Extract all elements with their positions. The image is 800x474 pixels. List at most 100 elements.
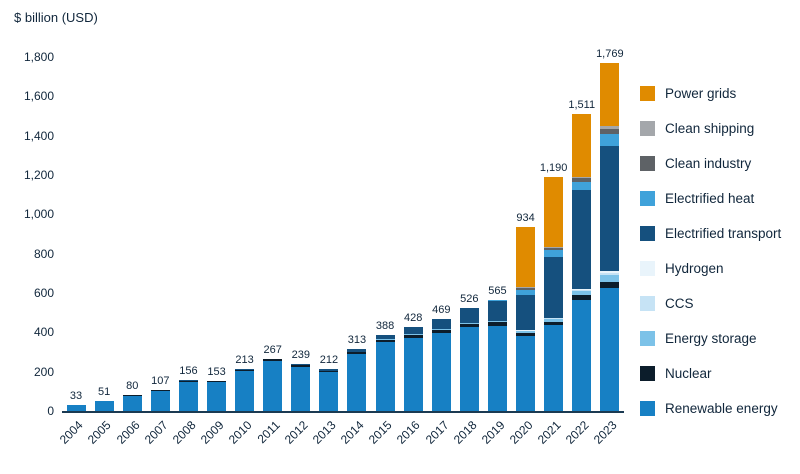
x-tick-label: 2011	[254, 418, 283, 447]
x-tick-label: 2004	[57, 418, 86, 447]
y-tick-label: 200	[33, 364, 54, 379]
bar-segment-energy-storage	[459, 323, 479, 325]
bar-column-2015: 388 2015	[366, 57, 399, 447]
bar-segment-nuclear	[403, 334, 423, 338]
bar-stack	[235, 369, 255, 411]
plot-area: 33 2004 51 2005 80 2006 107 2007 156 2008 153 2009 2…	[57, 48, 624, 447]
y-tick-label: 600	[33, 286, 54, 300]
legend-item-nuclear: Nuclear	[640, 366, 781, 381]
legend-swatch-renewable-energy	[640, 401, 655, 416]
legend: Power grids Clean shipping Clean industry E…	[640, 86, 781, 416]
y-tick-label: 1,200	[23, 168, 54, 182]
bar-segment-electrified-transport	[235, 369, 255, 370]
bar-segment-renewable-energy	[122, 395, 142, 411]
bar-segment-renewable-energy	[572, 299, 592, 411]
bar-segment-renewable-energy	[459, 327, 479, 411]
legend-label: Electrified transport	[665, 226, 782, 241]
bar-total-label: 428	[403, 311, 423, 324]
bar-total-label: 156	[179, 365, 198, 378]
legend-item-electrified-transport: Electrified transport	[640, 226, 781, 241]
bar-segment-nuclear	[459, 324, 479, 328]
bar-stack	[122, 395, 142, 411]
bar-segment-nuclear	[150, 390, 170, 391]
bar-stack	[207, 380, 227, 411]
bar-segment-ccs	[516, 330, 536, 332]
bar-segment-electrified-heat	[459, 307, 479, 309]
x-tick-label: 2012	[281, 418, 311, 447]
bar-column-2016: 428 2016	[394, 57, 427, 447]
legend-item-electrified-heat: Electrified heat	[640, 191, 781, 206]
bar-segment-clean-industry	[600, 128, 620, 134]
legend-label: Nuclear	[665, 366, 712, 381]
bar-stack	[431, 318, 451, 411]
bar-column-2023: 1,769 2023	[591, 48, 624, 447]
bar-segment-power-grids	[572, 113, 592, 178]
legend-item-hydrogen: Hydrogen	[640, 261, 781, 276]
bar-total-label: 934	[516, 212, 535, 225]
bar-segment-clean-industry	[516, 287, 536, 290]
bar-column-2008: 156 2008	[170, 57, 202, 446]
bar-segment-electrified-transport	[291, 364, 311, 365]
bar-total-label: 51	[98, 385, 111, 398]
bar-segment-renewable-energy	[319, 372, 339, 411]
bar-segment-renewable-energy	[291, 366, 311, 411]
bar-segment-electrified-transport	[544, 256, 564, 318]
bar-segment-electrified-transport	[263, 358, 283, 360]
bar-total-label: 153	[207, 365, 226, 378]
bar-total-label: 1,769	[596, 48, 624, 61]
bar-column-2014: 313 2014	[338, 57, 371, 446]
bar-segment-nuclear	[319, 370, 339, 373]
legend-item-clean-industry: Clean industry	[640, 156, 781, 171]
bar-segment-power-grids	[600, 63, 620, 127]
bar-segment-clean-industry	[572, 178, 592, 182]
bar-segment-nuclear	[516, 332, 536, 337]
y-tick-label: 0	[47, 404, 54, 418]
bar-segment-ccs	[600, 272, 620, 275]
bar-total-label: 388	[375, 319, 395, 332]
bar-segment-energy-storage	[572, 291, 592, 296]
bar-total-label: 526	[460, 292, 479, 305]
bar-column-2020: 934 2020	[507, 57, 540, 446]
x-tick-label: 2017	[422, 418, 452, 447]
legend-label: CCS	[665, 296, 694, 311]
bar-stack	[403, 326, 423, 411]
y-axis-title: $ billion (USD)	[14, 10, 98, 25]
bar-stack	[600, 63, 620, 411]
x-tick-label: 2016	[394, 418, 424, 447]
x-tick-label: 2019	[478, 418, 508, 447]
bar-segment-renewable-energy	[431, 333, 451, 411]
x-tick-label: 2020	[506, 418, 536, 447]
legend-label: Renewable energy	[665, 401, 778, 416]
legend-swatch-power-grids	[640, 86, 655, 101]
legend-item-clean-shipping: Clean shipping	[640, 121, 781, 136]
bar-stack	[347, 349, 367, 411]
bar-stack	[375, 334, 395, 411]
bar-segment-energy-storage	[403, 334, 423, 335]
x-tick-label: 2008	[169, 418, 199, 447]
x-tick-label: 2009	[197, 418, 227, 447]
bar-segment-energy-storage	[544, 319, 564, 322]
bar-column-2011: 267 2011	[254, 57, 287, 447]
bar-segment-power-grids	[544, 177, 564, 247]
legend-item-ccs: CCS	[640, 296, 781, 311]
bar-segment-clean-shipping	[516, 287, 536, 288]
bar-segment-electrified-transport	[487, 301, 507, 321]
bar-stack	[66, 404, 86, 411]
bar-stack	[516, 227, 536, 411]
bar-segment-renewable-energy	[150, 390, 170, 411]
bar-column-2004: 33 2004	[57, 57, 90, 447]
bar-segment-clean-shipping	[544, 246, 564, 248]
bar-column-2012: 239 2012	[282, 57, 315, 447]
bar-total-label: 213	[235, 354, 254, 367]
bar-stack	[263, 358, 283, 411]
bar-stack	[291, 364, 311, 411]
bar-segment-renewable-energy	[347, 354, 367, 411]
bar-total-label: 1,190	[539, 162, 568, 175]
bar-total-label: 267	[263, 343, 282, 356]
bar-stack	[319, 369, 339, 411]
bar-segment-renewable-energy	[66, 404, 86, 411]
bar-segment-nuclear	[178, 380, 198, 382]
bar-total-label: 33	[69, 389, 83, 402]
legend-swatch-nuclear	[640, 366, 655, 381]
